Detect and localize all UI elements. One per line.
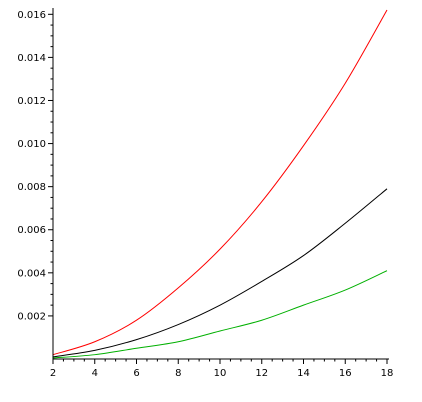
series-layer bbox=[52, 9, 388, 359]
y-tick-label: 0.006 bbox=[17, 225, 46, 236]
x-tick-label: 4 bbox=[92, 368, 98, 379]
y-tick-label: 0.014 bbox=[17, 53, 46, 64]
y-tick-label: 0.004 bbox=[17, 268, 46, 279]
y-axis-ticks: 0.002 0.004 0.006 0.008 0.010 0.012 0.014 0.016 bbox=[17, 10, 53, 322]
x-tick-label: 10 bbox=[214, 368, 227, 379]
x-tick-label: 2 bbox=[50, 368, 56, 379]
x-tick-label: 14 bbox=[297, 368, 310, 379]
y-tick-label: 0.010 bbox=[17, 139, 46, 150]
series-line-1 bbox=[52, 9, 388, 356]
x-tick-label: 12 bbox=[255, 368, 268, 379]
y-tick-label: 0.012 bbox=[17, 96, 46, 107]
x-tick-label: 8 bbox=[175, 368, 181, 379]
series-line-2 bbox=[52, 188, 388, 358]
series-line-3 bbox=[52, 270, 388, 359]
y-tick-label: 0.002 bbox=[17, 311, 46, 322]
x-tick-label: 18 bbox=[381, 368, 394, 379]
y-tick-label: 0.008 bbox=[17, 182, 46, 193]
y-tick-label: 0.016 bbox=[17, 10, 46, 21]
x-axis-ticks: 2 4 6 8 10 12 14 16 18 bbox=[50, 359, 394, 379]
x-tick-label: 16 bbox=[339, 368, 352, 379]
x-tick-label: 6 bbox=[133, 368, 139, 379]
